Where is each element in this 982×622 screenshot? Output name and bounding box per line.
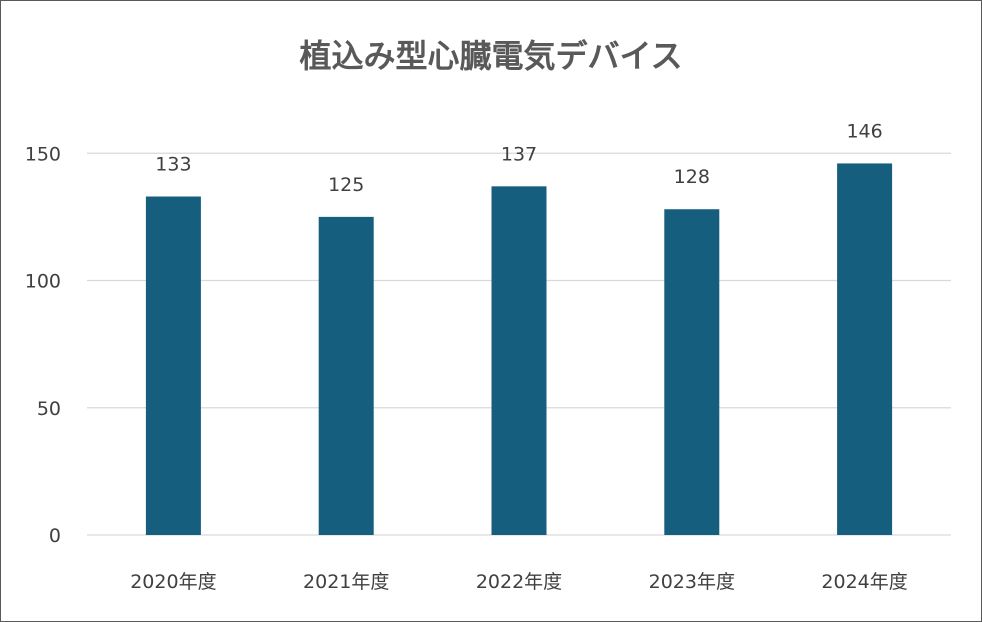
x-category-label: 2021年度: [303, 571, 389, 593]
x-category-label: 2023年度: [649, 571, 735, 593]
bar: [145, 196, 201, 535]
x-category-label: 2020年度: [130, 571, 216, 593]
x-category-label: 2022年度: [476, 571, 562, 593]
bar: [837, 163, 893, 535]
data-label: 125: [328, 174, 364, 196]
chart-title: 植込み型心臓電気デバイス: [299, 37, 683, 75]
data-label: 137: [501, 143, 537, 165]
y-tick-label: 100: [25, 271, 61, 293]
bar: [664, 209, 720, 536]
y-tick-label: 50: [37, 398, 61, 420]
data-label: 133: [155, 154, 191, 176]
bar: [491, 186, 547, 535]
y-tick-label: 150: [25, 143, 61, 165]
data-label: 128: [674, 166, 710, 188]
bar: [318, 216, 374, 535]
y-tick-label: 0: [49, 525, 61, 547]
data-label: 146: [846, 120, 882, 142]
x-category-label: 2024年度: [821, 571, 907, 593]
